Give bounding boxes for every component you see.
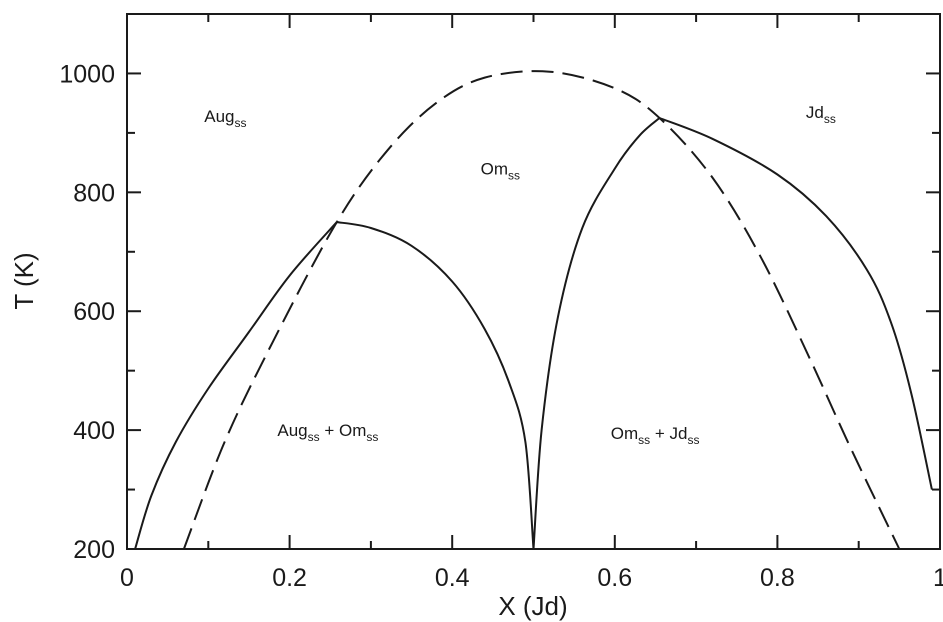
solid-boundary-curve — [659, 117, 933, 490]
plot-frame — [126, 13, 941, 550]
y-tick-label: 400 — [73, 417, 115, 445]
phase-region-label: Omss + Jdss — [611, 424, 700, 447]
solid-boundary-curve — [336, 221, 535, 550]
region-labels: Augss Omss Jdss Augss + Omss Omss + Jdss — [204, 103, 836, 447]
phase-region-label: Jdss — [806, 103, 836, 126]
x-tick-label: 0 — [120, 564, 134, 592]
solid-boundary-curve — [532, 117, 661, 550]
x-tick-label: 0.4 — [435, 564, 470, 592]
phase-region-label: Augss — [204, 107, 246, 130]
phase-boundary-curves — [134, 70, 933, 550]
y-axis-title: T (K) — [9, 252, 39, 309]
y-tick-label: 600 — [73, 298, 115, 326]
x-tick-label: 0.2 — [272, 564, 307, 592]
phase-region-label: Augss + Omss — [277, 421, 378, 444]
solid-boundary-curve — [134, 221, 338, 550]
phase-region-label: Omss — [481, 160, 520, 183]
dashed-boundary-curve — [182, 70, 901, 550]
y-tick-label: 200 — [73, 536, 115, 564]
x-tick-label: 0.8 — [760, 564, 795, 592]
x-tick-label: 1 — [933, 564, 943, 592]
x-tick-label: 0.6 — [597, 564, 632, 592]
axis-ticks: 0 0.2 0.4 0.6 0.8 1 200 400 600 800 1000 — [59, 13, 943, 592]
x-axis-title: X (Jd) — [498, 591, 567, 621]
y-tick-label: 800 — [73, 179, 115, 207]
y-tick-label: 1000 — [59, 60, 115, 88]
